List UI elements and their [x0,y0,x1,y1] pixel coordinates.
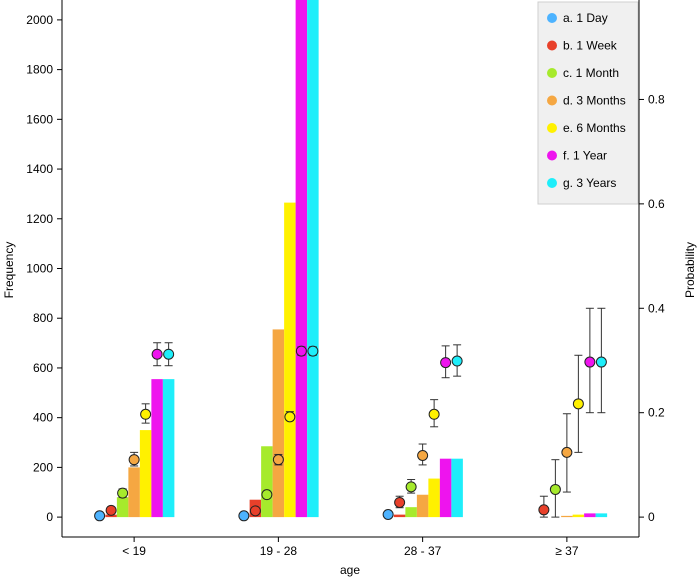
legend-marker [547,95,557,106]
legend-label: g. 3 Years [563,176,616,190]
prob-point [428,408,440,420]
prob-point [238,510,250,522]
prob-point [272,454,284,466]
prob-point [249,505,261,517]
x-tick-label: ≥ 37 [555,544,579,558]
y2-tick-label: 0 [648,510,655,524]
legend-label: a. 1 Day [563,11,608,25]
bar [284,202,296,518]
bar [105,514,117,518]
y-axis-left: 0 200 400 600 800 1000 1200 1400 1600 1800 2000 [26,13,62,524]
bar [151,379,163,518]
prob-point [163,348,175,360]
bar [561,515,573,518]
bar [307,0,319,518]
bar [393,514,406,518]
prob-point [94,510,106,522]
bar [128,467,140,518]
y2-tick-label: 1 [648,0,655,2]
prob-point [140,408,152,420]
bar [416,494,429,518]
prob-point [584,356,596,368]
prob-point [561,446,573,458]
bar [439,458,452,518]
bar [595,513,608,518]
x-tick-label: 19 - 28 [260,544,298,558]
probability-points [94,345,607,522]
legend: a. 1 Day b. 1 Week c. 1 Month d. 3 Months e.… [537,1,639,205]
prob-point [105,504,117,516]
legend-marker [547,68,557,78]
legend-label: f. 1 Year [563,149,607,163]
y2-tick-label: 0.6 [648,197,665,211]
legend-label: d. 3 Months [563,94,626,108]
prob-point [128,454,140,466]
prob-point [307,345,319,357]
prob-point [394,496,406,508]
y2-axis-title: Probability [683,242,697,298]
prob-point [382,508,394,520]
y2-tick-label: 0.8 [648,92,665,106]
legend-label: c. 1 Month [563,66,619,80]
y-tick-label: 1600 [26,112,53,126]
prob-point [417,450,429,462]
bars [105,0,608,518]
y2-tick-label: 0.4 [648,301,665,315]
prob-point [572,398,584,410]
y-tick-label: 2000 [26,13,53,27]
prob-point [117,487,129,499]
prob-point [595,356,607,368]
y-tick-label: 0 [46,510,53,524]
legend-marker [547,40,557,51]
x-tick-label: < 19 [122,544,146,558]
y2-tick-label: 0.2 [648,406,665,420]
prob-point [295,345,307,357]
bar [428,478,440,518]
y-tick-label: 1000 [26,262,53,276]
bar [139,430,152,518]
bar [162,379,175,518]
legend-label: b. 1 Week [563,39,618,53]
bar [572,514,585,518]
y-tick-label: 600 [33,361,53,375]
y-tick-label: 800 [33,311,53,325]
legend-marker [547,150,557,161]
bar [451,458,463,518]
prob-point [440,357,452,369]
y-axis-right: 0 0.2 0.4 0.6 0.8 1 [639,0,665,524]
y-tick-label: 1400 [26,162,53,176]
prob-point [451,355,463,367]
x-axis-title: age [340,563,360,577]
bar [261,446,273,518]
prob-point [549,483,561,495]
bar [295,0,308,518]
prob-point [261,489,273,501]
y-tick-label: 400 [33,411,53,425]
prob-point [538,504,550,516]
legend-marker [547,123,557,133]
legend-marker [547,178,557,188]
y-axis-title: Frequency [2,242,16,299]
bar [272,329,285,518]
prob-point [405,481,417,493]
x-axis: < 19 19 - 28 28 - 37 ≥ 37 [122,537,579,558]
prob-point [151,348,163,360]
y-tick-label: 200 [33,460,53,474]
prob-point [284,411,296,423]
bar [116,497,129,518]
bar [584,513,596,518]
legend-label: e. 6 Months [563,121,626,135]
legend-marker [547,13,557,23]
bar [405,507,417,518]
y-tick-label: 1200 [26,212,53,226]
y-tick-label: 1800 [26,63,53,77]
x-tick-label: 28 - 37 [404,544,442,558]
